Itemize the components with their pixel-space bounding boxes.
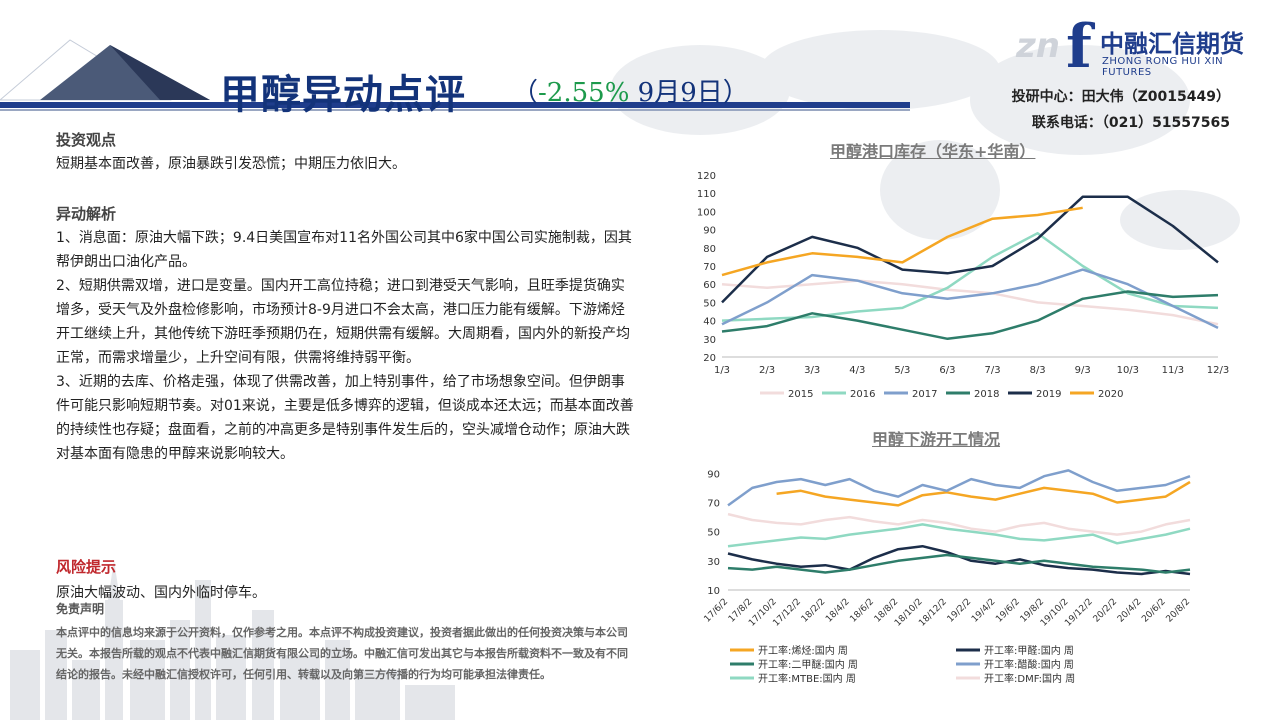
series-line-2016 bbox=[721, 231, 1219, 322]
x-tick-label: 20/6/2 bbox=[1140, 597, 1168, 625]
legend-label: 2019 bbox=[1036, 389, 1061, 400]
series-line bbox=[727, 553, 1191, 574]
view-heading: 投资观点 bbox=[56, 131, 117, 149]
x-tick-label: 3/3 bbox=[804, 365, 820, 376]
y-tick-label: 80 bbox=[703, 244, 716, 255]
world-map-background bbox=[610, 30, 1240, 250]
page-subtitle: （-2.55% 9月9日） bbox=[512, 72, 749, 109]
analysis-heading: 异动解析 bbox=[56, 205, 117, 223]
series-line-2020 bbox=[721, 206, 1083, 277]
logo-name-cn: 中融汇信期货 bbox=[1100, 30, 1244, 58]
legend-label: 开工率:DMF:国内 周 bbox=[984, 672, 1075, 685]
x-tick-label: 9/3 bbox=[1075, 365, 1091, 376]
analysis-item-3: 3、近期的去库、价格走强，体现了供需改善，加上特别事件，给了市场想象空间。但伊朗… bbox=[56, 374, 634, 462]
legend-label: 开工率:醋酸:国内 周 bbox=[984, 658, 1074, 671]
series-line bbox=[727, 469, 1191, 507]
legend-label: 2020 bbox=[1098, 389, 1123, 400]
author-line: 投研中心：田大伟（Z0015449） bbox=[1011, 89, 1230, 105]
series-line bbox=[776, 480, 1191, 507]
series-line-2015 bbox=[721, 279, 1219, 326]
view-text: 短期基本面改善，原油暴跌引发恐慌；中期压力依旧大。 bbox=[56, 156, 406, 172]
y-tick-label: 100 bbox=[697, 207, 716, 218]
series-line bbox=[727, 512, 1191, 536]
y-tick-label: 30 bbox=[703, 335, 716, 346]
legend-label: 开工率:烯烃:国内 周 bbox=[758, 644, 848, 657]
legend-label: 2017 bbox=[912, 389, 937, 400]
y-tick-label: 110 bbox=[697, 189, 716, 200]
port-inventory-chart: 20 30 40 50 60 70 80 90 100 110 120 1/3 2/3 3/3 4/3 5/3… bbox=[697, 171, 1229, 400]
x-tick-label: 7/3 bbox=[984, 365, 1000, 376]
disclaimer-text: 本点评中的信息均来源于公开资料，仅作参考之用。本点评不构成投资建议，投资者据此做… bbox=[56, 626, 628, 681]
series-line-2017 bbox=[721, 268, 1219, 330]
company-logo: zn f 中融汇信期货 ZHONG RONG HUI XIN FUTURES bbox=[1010, 12, 1270, 82]
x-tick-label: 18/6/2 bbox=[848, 597, 876, 625]
legend-label: 2018 bbox=[974, 389, 999, 400]
legend-label: 开工率:二甲醚:国内 周 bbox=[758, 658, 858, 671]
header-banner-graphic bbox=[0, 39, 910, 111]
series-line-2018 bbox=[721, 290, 1219, 341]
phone-line: 联系电话：（021）51557565 bbox=[1031, 115, 1230, 131]
x-tick-label: 17/6/2 bbox=[703, 597, 731, 625]
analysis-item-1: 1、消息面：原油大幅下跌；9.4日美国宣布对11名外国公司其中6家中国公司实施制… bbox=[56, 230, 632, 270]
x-tick-label: 19/4/2 bbox=[970, 597, 998, 625]
x-tick-label: 1/3 bbox=[714, 365, 730, 376]
x-tick-label: 20/2/2 bbox=[1092, 597, 1120, 625]
logo-f-mark: f bbox=[1066, 12, 1092, 82]
x-tick-label: 19/2/2 bbox=[946, 597, 974, 625]
y-tick-label: 120 bbox=[697, 171, 716, 182]
page-title: 甲醇异动点评 bbox=[220, 71, 466, 118]
disclaimer-heading: 免责声明 bbox=[56, 602, 105, 616]
series-line bbox=[727, 523, 1191, 548]
y-tick-label: 40 bbox=[703, 317, 716, 328]
analysis-text-column: 投资观点 短期基本面改善，原油暴跌引发恐慌；中期压力依旧大。 异动解析 1、消息… bbox=[56, 128, 636, 466]
y-tick-label: 70 bbox=[703, 262, 716, 273]
y-tick-label: 60 bbox=[703, 280, 716, 291]
x-tick-label: 2/3 bbox=[759, 365, 775, 376]
x-tick-label: 18/2/2 bbox=[800, 597, 828, 625]
y-tick-label: 50 bbox=[707, 528, 720, 539]
risk-heading: 风险提示 bbox=[56, 558, 117, 576]
logo-ghost-mark: zn bbox=[1016, 26, 1060, 66]
x-tick-label: 20/8/2 bbox=[1165, 597, 1193, 625]
x-tick-label: 8/3 bbox=[1030, 365, 1046, 376]
y-tick-label: 20 bbox=[703, 353, 716, 364]
x-tick-label: 5/3 bbox=[894, 365, 910, 376]
y-tick-label: 50 bbox=[703, 298, 716, 309]
x-tick-label: 4/3 bbox=[849, 365, 865, 376]
city-skyline-background bbox=[10, 560, 455, 720]
y-tick-label: 10 bbox=[707, 586, 720, 597]
chart1-title: 甲醇港口库存（华东+华南） bbox=[830, 142, 1036, 161]
risk-text: 原油大幅波动、国内外临时停车。 bbox=[56, 585, 266, 601]
y-tick-label: 90 bbox=[703, 226, 716, 237]
x-tick-label: 11/3 bbox=[1162, 365, 1184, 376]
x-tick-label: 20/4/2 bbox=[1116, 597, 1144, 625]
downstream-operating-rate-chart: 103050709017/6/217/8/217/10/217/12/218/2… bbox=[703, 469, 1193, 685]
legend-label: 2015 bbox=[788, 389, 813, 400]
chart2-title: 甲醇下游开工情况 bbox=[872, 430, 1001, 449]
x-tick-label: 19/6/2 bbox=[994, 597, 1022, 625]
analysis-item-2: 2、短期供需双增，进口是变量。国内开工高位持稳；进口到港受天气影响，且旺季提货确… bbox=[56, 278, 630, 366]
y-tick-label: 30 bbox=[707, 557, 720, 568]
series-line-2019 bbox=[721, 195, 1219, 304]
spacer bbox=[56, 176, 636, 202]
x-tick-label: 18/4/2 bbox=[824, 597, 852, 625]
subtitle-date: 9月9日） bbox=[629, 78, 749, 108]
legend-label: 开工率:甲醛:国内 周 bbox=[984, 644, 1074, 657]
logo-name-en: ZHONG RONG HUI XIN FUTURES bbox=[1102, 56, 1224, 78]
x-tick-label: 10/3 bbox=[1117, 365, 1139, 376]
legend-label: 开工率:MTBE:国内 周 bbox=[758, 672, 856, 685]
legend-label: 2016 bbox=[850, 389, 875, 400]
y-tick-label: 70 bbox=[707, 498, 720, 509]
price-change-percent: -2.55% bbox=[538, 78, 630, 108]
x-tick-label: 6/3 bbox=[939, 365, 955, 376]
x-tick-label: 12/3 bbox=[1207, 365, 1229, 376]
subtitle-open: （ bbox=[512, 78, 539, 108]
author-info: 投研中心：田大伟（Z0015449） 联系电话：（021）51557565 bbox=[1012, 84, 1230, 136]
y-tick-label: 90 bbox=[707, 469, 720, 480]
